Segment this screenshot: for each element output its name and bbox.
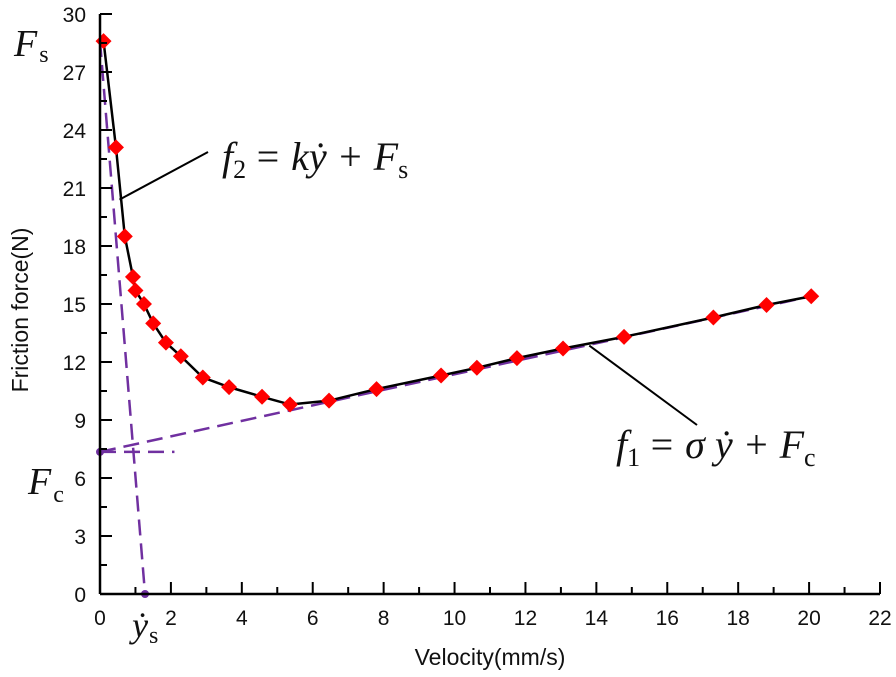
main-series-line [102, 40, 812, 406]
y-tick-label: 27 [63, 62, 86, 85]
y-tick-label: 0 [74, 584, 86, 607]
data-point-marker [116, 228, 133, 245]
data-point-marker [705, 309, 722, 326]
x-tick-label: 4 [236, 607, 248, 630]
f1-leader-line [588, 344, 698, 426]
ys-label: ẏs [129, 605, 158, 649]
data-point-marker [194, 369, 211, 386]
y-tick-label: 3 [74, 526, 86, 549]
x-tick-label: 8 [378, 607, 390, 630]
data-point-marker [135, 296, 152, 312]
data-point-marker [254, 388, 271, 405]
fc-label: Fc [27, 461, 64, 508]
y-tick-label: 21 [63, 178, 86, 201]
y-tick-label: 18 [63, 236, 86, 259]
x-tick-label: 2 [165, 607, 177, 630]
x-tick-label: 12 [514, 607, 537, 630]
data-point-marker [368, 381, 385, 398]
data-point-marker [803, 288, 820, 305]
data-point-marker [468, 359, 485, 376]
x-tick-label: 18 [727, 607, 750, 630]
data-point-marker [758, 296, 775, 313]
f2-equation: f2 = kẏ + Fs [222, 134, 408, 184]
y-tick-label: 24 [63, 120, 87, 143]
data-point-marker [616, 328, 633, 345]
data-point-marker [282, 396, 299, 413]
data-point-marker [107, 139, 124, 156]
axes [98, 13, 881, 596]
annotations: f2 = kẏ + Fs f1 = σ ẏ + Fc [119, 134, 816, 472]
data-point-marker [321, 392, 338, 409]
y-axis-title: Friction force(N) [7, 228, 33, 393]
dashed-line-0 [98, 40, 147, 595]
data-point-marker [555, 340, 572, 357]
data-point-marker [95, 33, 112, 50]
f1-equation: f1 = σ ẏ + Fc [616, 422, 816, 472]
y-tick-label: 12 [63, 352, 86, 375]
y-tick-label: 15 [63, 294, 86, 317]
fs-label: Fs [13, 23, 49, 68]
data-point-marker [221, 379, 238, 396]
x-tick-label: 16 [656, 607, 679, 630]
x-tick-label: 6 [307, 607, 319, 630]
data-point-marker [433, 367, 450, 384]
data-point-marker [124, 268, 141, 285]
y-tick-label: 6 [74, 468, 86, 491]
x-tick-label: 20 [797, 607, 820, 630]
x-axis-title: Velocity(mm/s) [415, 644, 566, 670]
measured-series [95, 33, 820, 413]
data-point-marker [127, 282, 144, 299]
y-tick-label: 30 [63, 4, 86, 27]
data-point-marker [508, 350, 525, 367]
x-tick-label: 22 [868, 607, 891, 630]
data-point-marker [145, 315, 162, 332]
y-tick-label: 9 [74, 410, 86, 433]
data-point-marker [172, 348, 189, 365]
data-point-marker [157, 334, 174, 351]
x-tick-label: 0 [94, 607, 106, 630]
f2-leader-line [119, 151, 209, 201]
x-tick-label: 10 [443, 607, 466, 630]
x-tick-label: 14 [585, 607, 609, 630]
